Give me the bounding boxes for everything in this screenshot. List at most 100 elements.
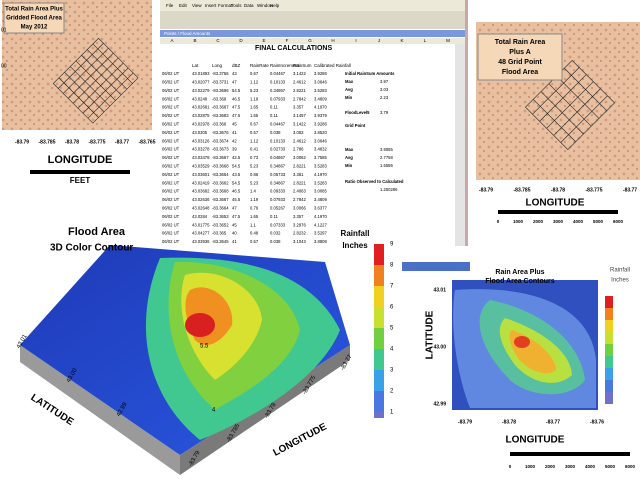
cell: 06/02 UT — [162, 164, 180, 169]
cell: 3.0066 — [293, 206, 306, 211]
menu-item[interactable]: Data — [244, 3, 254, 8]
x-tick-label: -83.77 — [623, 187, 637, 193]
scale-label: 4000 — [573, 219, 584, 224]
cell: 1.65 — [250, 214, 259, 219]
cell: 45.5 — [232, 197, 241, 202]
cell: 0.11 — [270, 113, 279, 118]
cell: 3.4832 — [314, 147, 327, 152]
column-letter: J — [378, 38, 380, 43]
legend-title: Inches — [611, 278, 629, 284]
cell: 1.12 — [250, 80, 259, 85]
cell: -83.3664 — [212, 206, 229, 211]
colorbar-label: 2 — [390, 389, 394, 395]
cell: 0.34867 — [270, 180, 286, 185]
cell: FloodLevel5 — [345, 110, 370, 115]
scale-label: 5000 — [593, 219, 604, 224]
menu-item[interactable]: Edit — [179, 3, 188, 8]
column-letter: C — [216, 38, 220, 43]
cell: -83.3668 — [212, 164, 229, 169]
title: May 2012 — [21, 25, 48, 31]
cell: 3.79 — [380, 110, 389, 115]
cell: Min — [345, 163, 353, 168]
scale-bar — [498, 210, 618, 214]
menu-item[interactable]: View — [192, 3, 202, 8]
legend-title: Rainfall — [341, 229, 370, 238]
colorbar-label: 7 — [390, 284, 394, 290]
scale-label: 2000 — [533, 219, 544, 224]
cell: 3.9085 — [380, 147, 393, 152]
colorbar-label: 5 — [390, 326, 394, 332]
menu-item[interactable]: Window — [257, 3, 274, 8]
menu-item[interactable]: Format — [218, 3, 233, 8]
cell: Avg — [345, 155, 353, 160]
colorbar-label: 3 — [390, 368, 394, 374]
cell: 0.11 — [270, 105, 279, 110]
cell: 45 — [232, 222, 237, 227]
column-header: Long — [212, 63, 223, 68]
cell: 0.05267 — [270, 206, 286, 211]
cell: Grid Point — [345, 123, 366, 128]
cell: 0.032 — [270, 231, 281, 236]
cell: 3.5297 — [314, 231, 327, 236]
colorbar-segment — [605, 344, 613, 356]
cell: 3.0085 — [314, 189, 327, 194]
colorbar-segment — [374, 391, 384, 412]
cell: 3.7585 — [314, 155, 327, 160]
column-header: RainIncrement — [270, 63, 300, 68]
menu-item[interactable]: Tools — [231, 3, 242, 8]
cell: 0.038 — [270, 239, 281, 244]
scale-label: 6000 — [613, 219, 624, 224]
cell: -83.366 — [212, 122, 227, 127]
cell: 43.03126 — [192, 138, 210, 143]
cell: 06/02 UT — [162, 130, 180, 135]
x-tick-label: -83.78 — [502, 419, 516, 425]
colorbar-segment — [605, 356, 613, 368]
cell: 3.6377 — [314, 206, 327, 211]
title: Rain Area Plus — [495, 269, 544, 276]
title: Flood Area — [68, 226, 126, 238]
menu-item[interactable]: Help — [270, 3, 280, 8]
cell: 0.48 — [250, 231, 259, 236]
colorbar-segment — [605, 320, 613, 332]
colorbar-segment — [374, 244, 384, 265]
cell: 0.05733 — [270, 172, 286, 177]
toolbar — [160, 11, 465, 29]
cell: 43.0305 — [192, 130, 208, 135]
cell: 2.786 — [293, 147, 304, 152]
cell: -83.3667 — [212, 105, 229, 110]
cell: 0.79 — [250, 206, 259, 211]
cell: 3.4809 — [314, 96, 327, 101]
colorbar-label: 8 — [390, 263, 394, 269]
cell: 3.5283 — [314, 164, 327, 169]
cell: Initial RainSum Amounts — [345, 71, 395, 76]
cell: 47.5 — [232, 105, 241, 110]
cell: 06/02 UT — [162, 105, 180, 110]
colorbar-segment — [374, 307, 384, 328]
colorbar-segment — [374, 349, 384, 370]
scale-label: 5000 — [605, 464, 616, 469]
cell: -83.3664 — [212, 172, 229, 177]
cell: 43.02648 — [192, 206, 210, 211]
column-letter: D — [239, 38, 243, 43]
cell: 2.4612 — [293, 80, 306, 85]
surface-side — [180, 345, 350, 475]
scale-label: 2000 — [545, 464, 556, 469]
cell: 06/02 UT — [162, 206, 180, 211]
cell: 06/02 UT — [162, 239, 180, 244]
cell: 06/02 UT — [162, 138, 180, 143]
cell: 3.357 — [293, 105, 304, 110]
x-tick-label: -83.77 — [115, 139, 129, 145]
cell: 3.9379 — [314, 113, 327, 118]
cell: 43.03278 — [192, 147, 210, 152]
colorbar-segment — [605, 332, 613, 344]
menu-item[interactable]: Insert — [205, 3, 217, 8]
cell: 43 — [232, 71, 237, 76]
scrollbar — [455, 44, 465, 252]
cell: 1.250286 — [380, 187, 398, 192]
heading: FINAL CALCULATIONS — [255, 45, 332, 52]
colorbar-label: 6 — [390, 305, 394, 311]
menu-item[interactable]: File — [166, 3, 174, 8]
scale-label: 6000 — [625, 464, 636, 469]
cell: 06/02 UT — [162, 113, 180, 118]
title: Plus A — [509, 49, 531, 56]
